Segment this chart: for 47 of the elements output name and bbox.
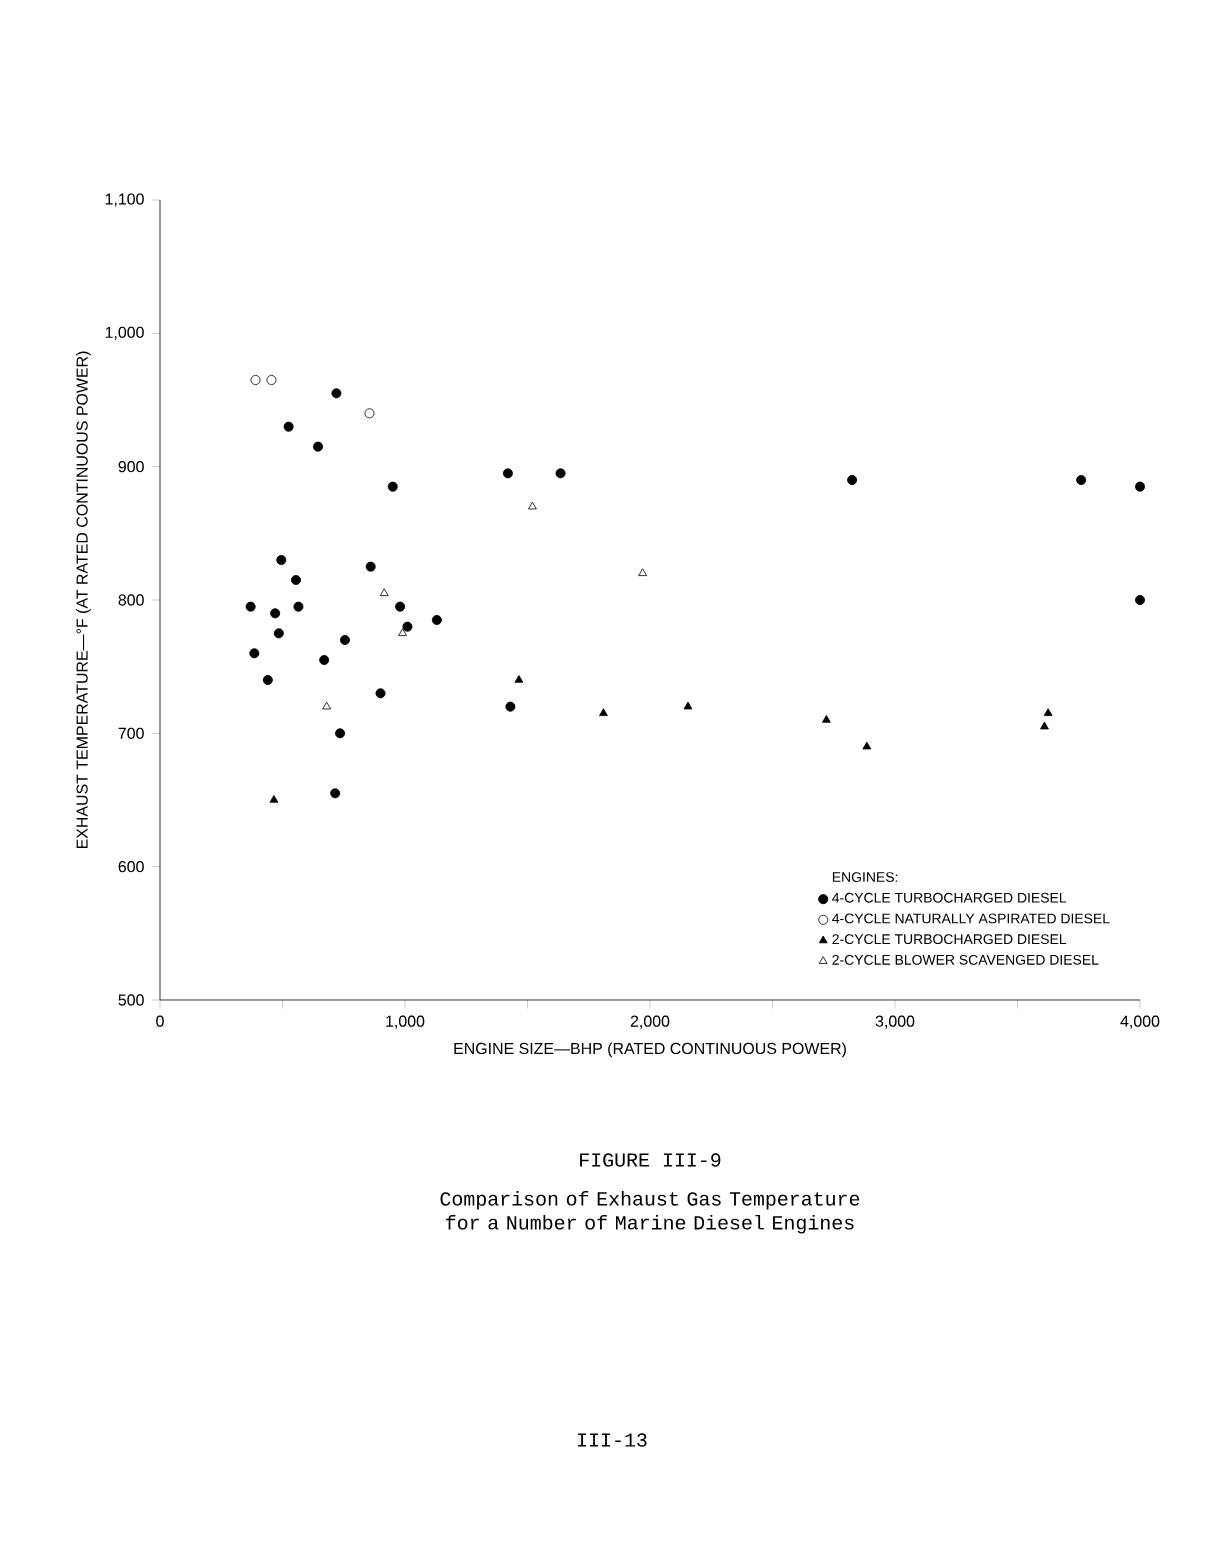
point	[431, 615, 442, 625]
text: III-13	[578, 1433, 647, 1447]
point	[276, 555, 287, 565]
text: FIGURE III-9	[580, 1153, 721, 1167]
point	[335, 728, 346, 739]
point	[313, 441, 324, 452]
point	[862, 741, 872, 750]
point	[331, 388, 342, 399]
point	[395, 601, 406, 612]
point	[505, 701, 516, 712]
point	[245, 601, 256, 612]
point	[262, 675, 273, 685]
text: Comparison of Exhaust Gas Temperature for a Number of Marine Diesel Engines	[440, 1191, 860, 1234]
point	[269, 795, 279, 803]
point	[364, 408, 375, 419]
point	[273, 628, 284, 639]
point	[398, 628, 407, 637]
point	[502, 468, 513, 479]
point	[330, 788, 341, 799]
point	[387, 481, 398, 492]
point	[1043, 708, 1053, 717]
point	[528, 501, 537, 510]
point	[266, 375, 277, 385]
point	[322, 701, 331, 710]
point	[599, 708, 608, 717]
point	[847, 475, 858, 485]
point	[270, 608, 281, 619]
point	[683, 701, 693, 710]
point	[290, 575, 301, 585]
point	[822, 715, 831, 723]
point	[319, 655, 330, 665]
point	[1135, 481, 1145, 492]
point	[402, 621, 413, 632]
point	[365, 561, 376, 572]
point	[339, 635, 350, 645]
point	[514, 675, 524, 683]
point	[249, 648, 260, 659]
point	[375, 688, 386, 699]
point	[379, 588, 389, 597]
point	[293, 601, 304, 612]
point	[638, 568, 648, 577]
point	[283, 421, 294, 432]
point	[1135, 595, 1145, 605]
point	[1076, 475, 1087, 485]
point	[555, 468, 566, 479]
point	[1040, 721, 1049, 730]
point	[250, 375, 261, 385]
